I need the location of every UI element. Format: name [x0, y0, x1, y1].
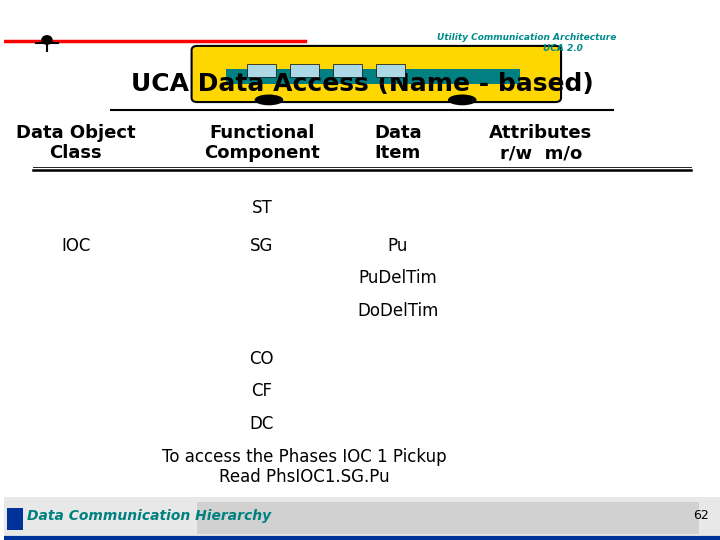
Text: PuDelTim: PuDelTim	[359, 269, 437, 287]
Text: Pu: Pu	[387, 237, 408, 255]
Text: Functional
Component: Functional Component	[204, 124, 320, 163]
Text: CO: CO	[250, 350, 274, 368]
Bar	[248, 64, 276, 77]
Text: Data
Item: Data Item	[374, 124, 422, 163]
Text: Utility Communication Architecture: Utility Communication Architecture	[437, 33, 616, 42]
Bar	[4, 497, 720, 540]
FancyBboxPatch shape	[192, 46, 561, 102]
Text: DoDelTim: DoDelTim	[357, 301, 438, 320]
Bar	[333, 64, 362, 77]
Text: CF: CF	[251, 382, 272, 401]
Text: UCA Data Access (Name - based): UCA Data Access (Name - based)	[130, 72, 593, 96]
Text: Attributes
r/w  m/o: Attributes r/w m/o	[490, 124, 593, 163]
Text: Data Communication Hierarchy: Data Communication Hierarchy	[27, 509, 271, 523]
Ellipse shape	[41, 35, 53, 45]
Text: ST: ST	[251, 199, 272, 217]
Text: UCA 2.0: UCA 2.0	[543, 44, 582, 53]
Text: Data Object
Class: Data Object Class	[16, 124, 135, 163]
Text: 62: 62	[693, 509, 709, 522]
Text: DC: DC	[250, 415, 274, 433]
Text: IOC: IOC	[61, 237, 90, 255]
Ellipse shape	[255, 94, 283, 105]
Bar	[7, 508, 22, 530]
Bar	[377, 64, 405, 77]
Bar	[197, 502, 698, 534]
Text: SG: SG	[250, 237, 274, 255]
Bar	[290, 64, 319, 77]
Text: To access the Phases IOC 1 Pickup
Read PhsIOC1.SG.Pu: To access the Phases IOC 1 Pickup Read P…	[163, 448, 447, 487]
Bar	[226, 69, 520, 84]
Ellipse shape	[448, 94, 477, 105]
